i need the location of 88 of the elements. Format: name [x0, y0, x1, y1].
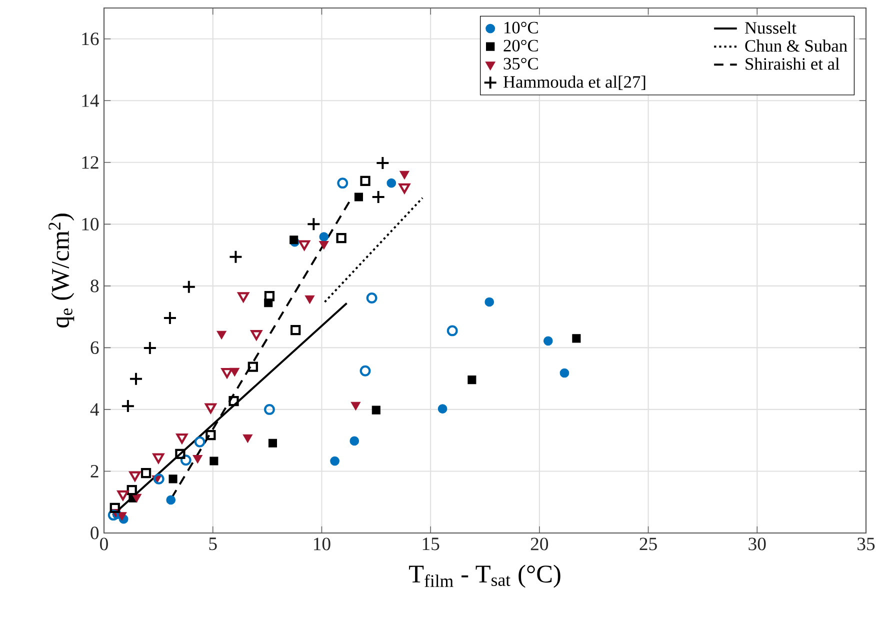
point [192, 455, 203, 464]
point [238, 292, 250, 302]
point [166, 495, 176, 505]
x-tick-label: 35 [858, 538, 875, 550]
point [210, 456, 218, 466]
point [194, 436, 206, 448]
x-tick-label: 5 [209, 538, 217, 550]
point [290, 236, 298, 244]
point [290, 325, 301, 336]
legend-label: Chun & Suban [745, 40, 848, 52]
x-tick-label: 10 [314, 538, 330, 550]
point [298, 240, 310, 250]
point [560, 368, 570, 378]
y-tick-label: 0 [90, 526, 99, 540]
point [152, 453, 164, 464]
point [372, 406, 380, 414]
y-axis-title: q$_{e}$ (W/cm$^{2}$) [48, 214, 74, 328]
point [221, 368, 233, 378]
point [168, 474, 178, 484]
point [360, 365, 371, 376]
point [108, 510, 119, 521]
point [268, 438, 277, 448]
legend-label: Nusselt [745, 22, 796, 34]
point [129, 471, 141, 482]
point [484, 297, 494, 307]
x-axis-title: T$_{film}$ - T$_{sat}$ (°C) [409, 564, 560, 588]
x-tick-label: 30 [748, 538, 766, 550]
point [228, 250, 243, 264]
y-tick-label: 4 [90, 403, 100, 416]
legend-label: Shiraishi et al [746, 58, 840, 70]
point [204, 403, 216, 414]
point [140, 468, 152, 478]
y-tick-label: 8 [90, 280, 99, 292]
point [126, 484, 137, 496]
point [543, 336, 553, 346]
point [337, 178, 348, 189]
y-tick-label: 16 [82, 32, 99, 46]
legend-label: 35°C [504, 58, 538, 70]
x-tick-label: 0 [100, 538, 108, 550]
point [350, 436, 360, 446]
y-tick-label: 6 [90, 341, 99, 354]
y-tick-label: 12 [82, 156, 98, 169]
point [371, 190, 386, 204]
point [398, 183, 410, 194]
legend-label: Hammouda et al[27] [503, 76, 646, 90]
x-tick-label: 25 [640, 538, 657, 550]
point [350, 402, 361, 410]
point [319, 240, 329, 250]
point [376, 156, 390, 170]
point [306, 217, 321, 232]
point [153, 473, 164, 484]
y-tick-label: 10 [82, 218, 99, 230]
point [330, 456, 340, 466]
point [242, 434, 253, 443]
point [182, 280, 196, 294]
y-tick-label: 2 [90, 465, 98, 478]
point [264, 291, 275, 302]
point [175, 448, 186, 459]
point [360, 176, 370, 186]
x-tick-label: 15 [422, 538, 440, 550]
point [336, 232, 346, 244]
point [162, 311, 177, 326]
point [400, 170, 410, 180]
point [446, 325, 458, 336]
point [354, 192, 363, 202]
point [264, 404, 275, 415]
point [206, 430, 216, 440]
point [386, 178, 396, 188]
legend-label: 20°C [504, 40, 538, 52]
point [304, 295, 315, 304]
legend-label: 10°C [504, 22, 538, 34]
point [142, 341, 157, 356]
point [216, 330, 226, 340]
point [319, 232, 329, 242]
point [117, 490, 129, 500]
x-tick-label: 20 [530, 538, 548, 550]
point [366, 292, 378, 304]
point [468, 376, 476, 384]
point [129, 372, 144, 386]
point [572, 334, 581, 343]
point [176, 434, 188, 444]
point [180, 454, 192, 466]
point [120, 399, 135, 414]
point [228, 396, 239, 406]
point [248, 362, 258, 372]
point [438, 404, 448, 414]
y-tick-label: 14 [82, 94, 100, 107]
point [250, 330, 262, 340]
